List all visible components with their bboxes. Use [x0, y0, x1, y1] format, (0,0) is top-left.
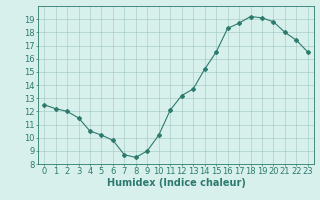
X-axis label: Humidex (Indice chaleur): Humidex (Indice chaleur): [107, 178, 245, 188]
